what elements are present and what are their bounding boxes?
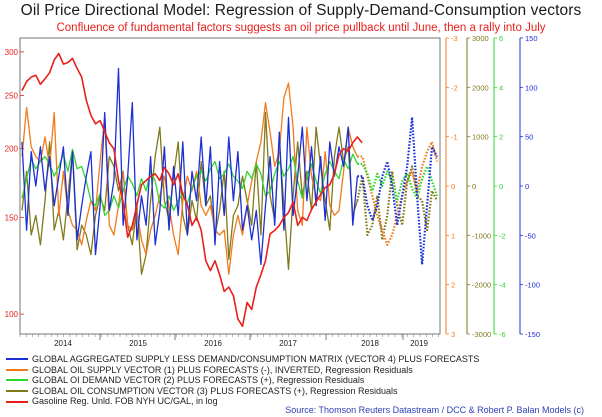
y-axis-orange-tick-label: -2 [451,83,458,92]
x-tick-label: 2016 [204,339,222,348]
y-axis-green-tick-label: -6 [499,330,506,339]
series-consumption-forecast [356,165,438,241]
series-supply-forecast [357,140,439,246]
y-axis-green-tick-label: 4 [499,83,503,92]
series-vector4-line [21,67,359,266]
y-left-tick-label: 300 [5,48,19,57]
chart-source: Source: Thomson Reuters Datastream / DCC… [285,405,584,415]
y-axis-olive-tick-label: 0 [472,182,476,191]
legend-label-consumption: GLOBAL OIL CONSUMPTION VECTOR (3) PLUS F… [32,385,398,396]
legend-swatch-gasoline [6,400,28,403]
y-axis-blue-tick-label: 100 [525,83,538,92]
y-axis-orange-tick-label: -1 [451,133,458,142]
chart-legend: GLOBAL AGGREGATED SUPPLY LESS DEMAND/CON… [6,354,479,407]
y-axis-green-tick-label: 0 [499,182,503,191]
y-axis-olive-tick-label: 1000 [472,133,489,142]
legend-item-gasoline: Gasoline Reg. Unld. FOB NYH UC/GAL, in l… [6,396,479,407]
legend-label-vector4: GLOBAL AGGREGATED SUPPLY LESS DEMAND/CON… [32,354,480,364]
x-tick-label: 2015 [129,339,147,348]
legend-swatch-supply [6,368,28,371]
legend-swatch-consumption [6,390,28,393]
legend-swatch-vector4 [6,358,28,361]
y-axis-green-tick-label: 2 [499,133,503,142]
y-axis-blue-tick-label: 150 [525,34,538,43]
legend-item-vector4: GLOBAL AGGREGATED SUPPLY LESS DEMAND/CON… [6,354,479,365]
y-axis-olive-tick-label: -3000 [472,330,491,339]
y-left-tick-label: 250 [5,91,19,100]
legend-label-demand: GLOBAL OI DEMAND VECTOR (2) PLUS FORECAS… [32,375,365,386]
y-left-tick-label: 150 [5,213,19,222]
y-axis-orange-tick-label: 1 [451,231,455,240]
y-axis-blue-tick-label: 50 [525,133,533,142]
legend-item-supply: GLOBAL OIL SUPPLY VECTOR (1) PLUS FORECA… [6,365,479,376]
y-axis-orange-tick-label: -3 [451,34,458,43]
chart-title: Oil Price Directional Model: Regression … [20,2,582,19]
y-axis-blue-tick-label: -150 [525,330,540,339]
y-axis-green-tick-label: -4 [499,281,506,290]
legend-swatch-demand [6,379,28,382]
legend-item-consumption: GLOBAL OIL CONSUMPTION VECTOR (3) PLUS F… [6,386,479,397]
series-gasoline-line [21,52,363,328]
legend-item-demand: GLOBAL OI DEMAND VECTOR (2) PLUS FORECAS… [6,375,479,386]
x-tick-label: 2014 [54,339,72,348]
x-tick-label: 2019 [410,339,428,348]
y-axis-olive-tick-label: -1000 [472,231,491,240]
legend-label-supply: GLOBAL OIL SUPPLY VECTOR (1) PLUS FORECA… [32,364,413,375]
y-axis-orange-tick-label: 0 [451,182,455,191]
y-axis-olive-tick-label: 2000 [472,83,489,92]
y-axis-olive-tick-label: 3000 [472,34,489,43]
y-axis-blue-tick-label: -50 [525,231,536,240]
y-axis-orange-tick-label: 2 [451,281,455,290]
y-left-tick-label: 100 [5,310,19,319]
y-axis-olive-tick-label: -2000 [472,281,491,290]
y-left-tick-label: 200 [5,145,19,154]
x-tick-label: 2017 [279,339,297,348]
y-axis-green-tick-label: -2 [499,231,506,240]
y-axis-blue-tick-label: 0 [525,182,529,191]
legend-label-gasoline: Gasoline Reg. Unld. FOB NYH UC/GAL, in l… [32,396,218,407]
series-vector4-forecast [357,116,438,266]
y-axis-orange-tick-label: 3 [451,330,455,339]
y-axis-blue-tick-label: -100 [525,281,540,290]
chart-subtitle: Confluence of fundamental factors sugges… [56,22,546,34]
y-axis-green-tick-label: 6 [499,34,503,43]
x-tick-label: 2018 [361,339,379,348]
